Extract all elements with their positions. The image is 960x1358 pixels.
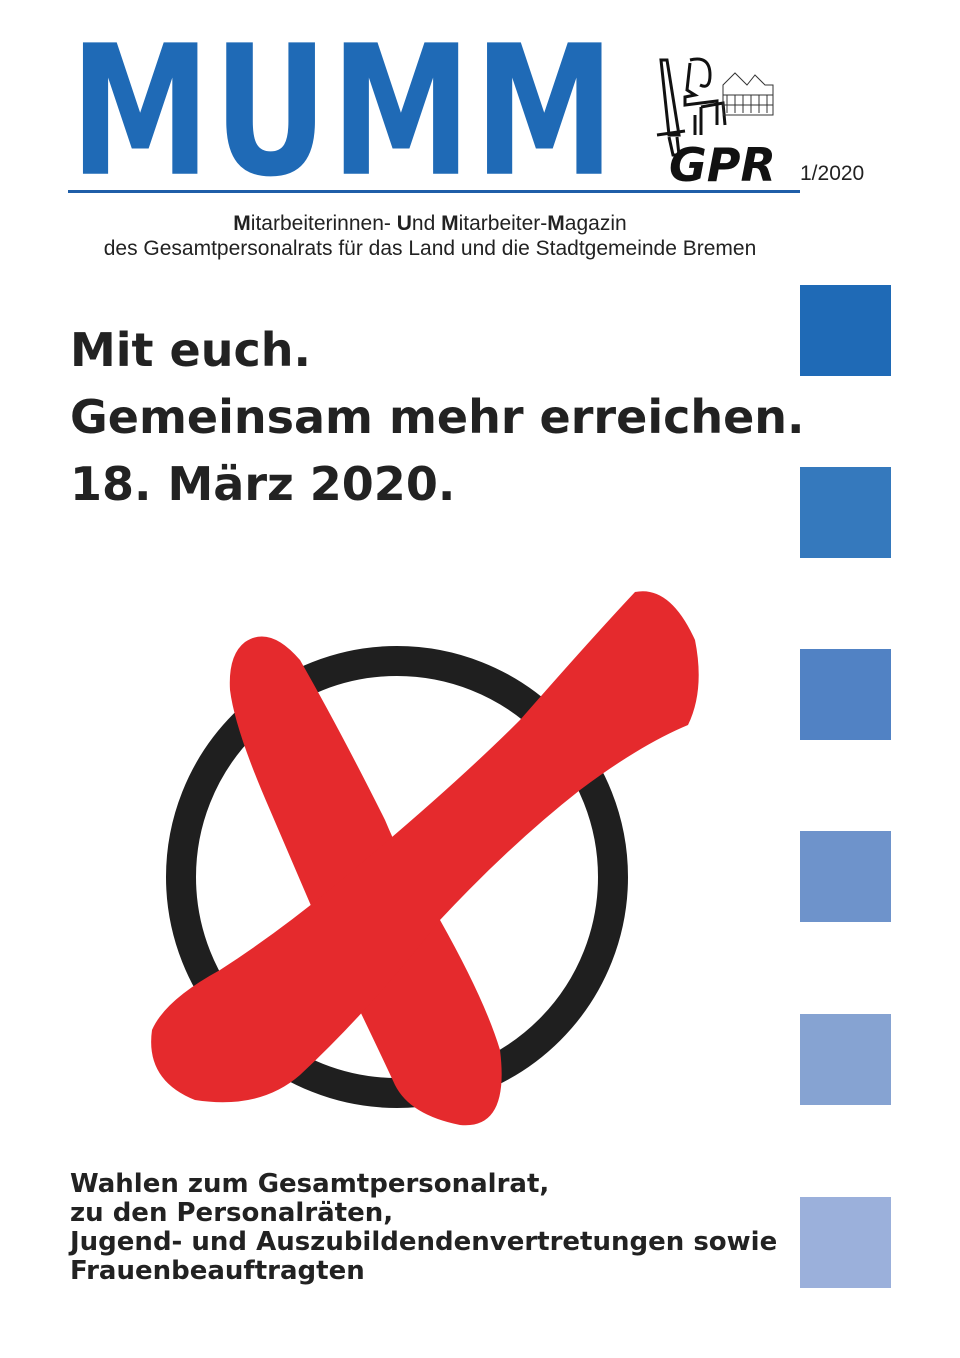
ballot-circle [166,646,628,1108]
gpr-logo: GPR [656,57,776,190]
decor-square-6 [800,1197,891,1288]
headline-line-3: 18. März 2020. [70,457,456,511]
masthead-title: MUMM [70,7,618,218]
bottom-text-line-2: zu den Personalräten, [70,1198,394,1228]
bottom-text-line-3: Jugend- und Auszubildendenvertretungen s… [70,1227,778,1257]
gpr-logo-text: GPR [669,138,776,190]
masthead-rule [68,190,800,193]
subtitle-line-1: Mitarbeiterinnen- Und Mitarbeiter-Magazi… [233,212,627,235]
bottom-text: Wahlen zum Gesamtpersonalrat, zu den Per… [70,1170,777,1286]
decor-square-1 [800,285,891,376]
bottom-text-line-1: Wahlen zum Gesamtpersonalrat, [70,1169,550,1199]
issue-number: 1/2020 [800,162,865,185]
decor-square-2 [800,467,891,558]
ballot-cross-illustration [151,591,699,1126]
decor-square-3 [800,649,891,740]
decor-square-4 [800,831,891,922]
bottom-text-line-4: Frauenbeauftragten [70,1256,365,1286]
headline-line-2: Gemeinsam mehr erreichen. [70,390,805,444]
decor-square-5 [800,1014,891,1105]
headline-line-1: Mit euch. [70,323,311,377]
subtitle-line-2: des Gesamtpersonalrats für das Land und … [103,237,757,260]
cross-stroke-right [151,591,699,1103]
